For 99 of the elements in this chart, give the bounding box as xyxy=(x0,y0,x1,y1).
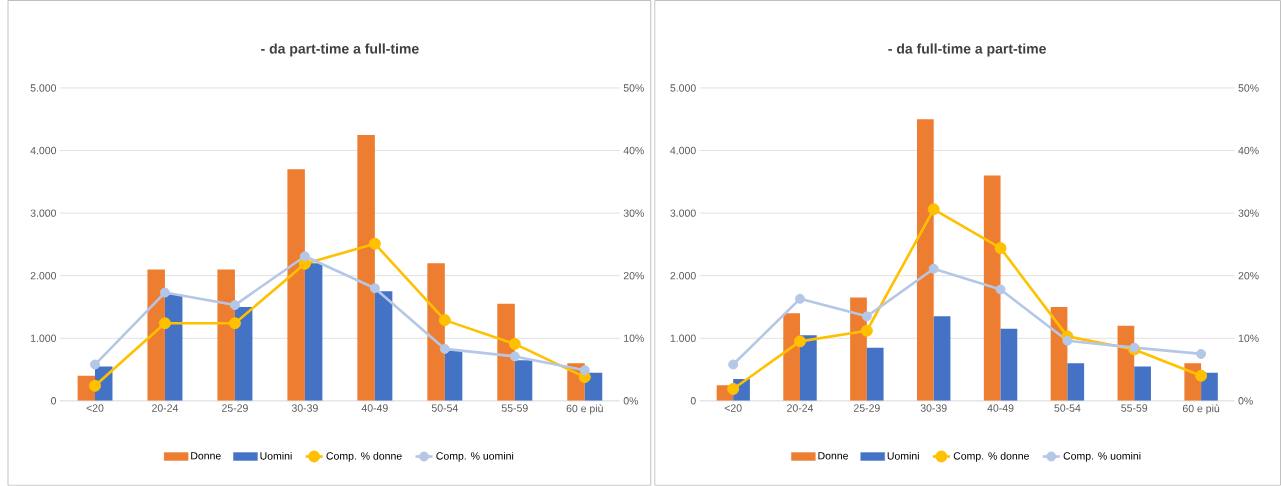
bar xyxy=(147,269,165,401)
x-tick-label: 30-39 xyxy=(920,404,947,412)
x-tick-label: 40-49 xyxy=(987,404,1014,412)
legend-label: Comp. % donne xyxy=(953,452,1029,462)
y-tick-label: 5.000 xyxy=(670,84,696,92)
bar xyxy=(1134,366,1151,401)
y2-tick-label: 50% xyxy=(623,84,644,92)
point xyxy=(795,293,806,304)
bar xyxy=(783,313,801,401)
x-tick-label: 55-59 xyxy=(1121,404,1148,412)
x-tick-label: 50-54 xyxy=(1054,404,1081,412)
y2-tick-label: 50% xyxy=(1238,84,1259,92)
y-tick-label: 4.000 xyxy=(670,146,696,155)
y-tick-label: 2.000 xyxy=(30,272,57,280)
point xyxy=(89,359,100,370)
point xyxy=(860,324,873,337)
bar xyxy=(304,263,323,401)
bar xyxy=(374,291,393,401)
bar xyxy=(850,297,867,401)
bar xyxy=(916,119,934,401)
y2-tick-label: 10% xyxy=(1238,334,1259,343)
point xyxy=(994,242,1007,255)
bar xyxy=(497,303,515,401)
point xyxy=(438,314,451,327)
bar xyxy=(164,294,183,401)
point xyxy=(508,337,521,350)
y2-tick-label: 0% xyxy=(1238,397,1253,405)
y-tick-label: 5.000 xyxy=(30,84,57,92)
point xyxy=(579,365,590,376)
bar xyxy=(983,175,1001,401)
legend-label: Comp. % donne xyxy=(326,452,402,462)
point xyxy=(228,317,241,330)
point xyxy=(928,263,939,274)
legend-label: Uomini xyxy=(260,452,292,460)
y2-tick-label: 30% xyxy=(623,209,644,217)
bar xyxy=(1000,328,1018,401)
bar xyxy=(234,307,253,401)
y2-tick-label: 20% xyxy=(623,272,644,280)
legend-label: Uomini xyxy=(887,452,919,460)
bar xyxy=(357,134,375,401)
x-tick-label: 60 e più xyxy=(566,404,603,415)
x-tick-label: 50-54 xyxy=(431,404,458,412)
legend-label: Donne xyxy=(191,452,221,460)
legend-label: Comp. % uomini xyxy=(436,452,514,462)
y-tick-label: 0 xyxy=(690,397,696,405)
y2-tick-label: 20% xyxy=(1238,272,1259,280)
x-tick-label: 25-29 xyxy=(853,404,880,412)
x-tick-label: 20-24 xyxy=(787,404,814,412)
point xyxy=(794,335,807,348)
y2-tick-label: 30% xyxy=(1238,209,1259,217)
y2-tick-label: 0% xyxy=(623,397,639,405)
point xyxy=(1195,369,1208,382)
legend-label: Comp. % uomini xyxy=(1063,452,1141,462)
point xyxy=(439,343,450,354)
point xyxy=(509,351,520,362)
x-tick-label: 40-49 xyxy=(361,404,388,412)
point xyxy=(727,383,740,396)
chart-title: - da full-time a part-time xyxy=(888,43,1046,57)
point xyxy=(728,359,739,370)
point xyxy=(1196,348,1207,359)
y-tick-label: 3.000 xyxy=(30,209,57,217)
point xyxy=(368,237,381,250)
x-tick-label: <20 xyxy=(86,404,104,412)
x-tick-label: <20 xyxy=(724,404,742,412)
point xyxy=(861,311,872,322)
bar xyxy=(933,316,951,401)
x-tick-label: 20-24 xyxy=(152,404,179,412)
y2-tick-label: 40% xyxy=(623,146,644,155)
bar xyxy=(800,335,817,401)
y2-tick-label: 10% xyxy=(624,334,644,343)
point xyxy=(229,300,240,311)
chart-title: - da part-time a full-time xyxy=(261,43,419,57)
x-tick-label: 55-59 xyxy=(501,404,528,412)
bar xyxy=(514,360,533,401)
point xyxy=(995,284,1006,295)
point xyxy=(159,287,170,298)
point xyxy=(158,317,171,330)
point xyxy=(1062,335,1073,346)
point xyxy=(927,203,940,216)
x-tick-label: 30-39 xyxy=(291,404,318,412)
y2-tick-label: 40% xyxy=(1238,146,1259,155)
point xyxy=(299,251,310,262)
bar xyxy=(287,169,305,401)
bar xyxy=(217,269,235,401)
point xyxy=(369,283,380,294)
bar xyxy=(444,350,463,401)
y-tick-label: 3.000 xyxy=(670,209,696,217)
bar xyxy=(427,263,445,401)
y-tick-label: 0 xyxy=(51,397,57,405)
y-tick-label: 1.000 xyxy=(30,334,57,343)
bar xyxy=(1067,363,1085,401)
bar xyxy=(866,347,884,401)
x-tick-label: 60 e più xyxy=(1182,404,1220,415)
y-tick-label: 4.000 xyxy=(30,146,57,155)
y-tick-label: 2.000 xyxy=(670,272,696,280)
point xyxy=(88,379,101,392)
legend-label: Donne xyxy=(818,452,849,460)
x-tick-label: 25-29 xyxy=(222,404,248,412)
y-tick-label: 1.000 xyxy=(670,334,696,343)
